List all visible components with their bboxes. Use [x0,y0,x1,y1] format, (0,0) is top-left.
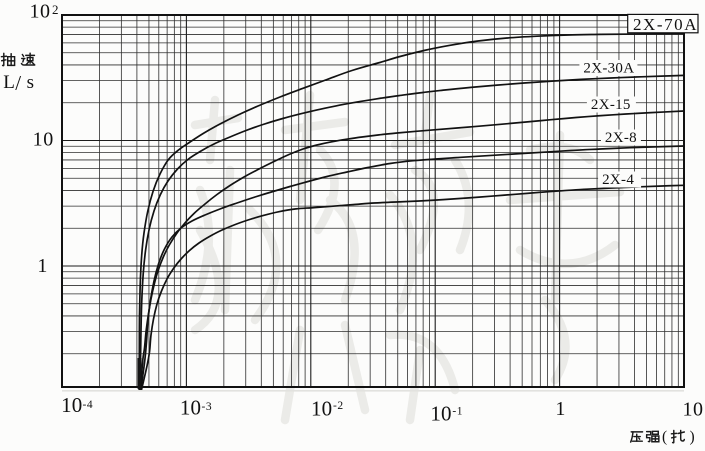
svg-text:0: 0 [43,129,53,151]
svg-text:2X-15: 2X-15 [591,97,631,113]
svg-text:s: s [27,72,34,93]
svg-text:1: 1 [555,398,565,420]
svg-text:(: ( [662,429,667,446]
svg-text:2X-4: 2X-4 [602,172,634,188]
svg-text:1: 1 [61,393,72,417]
svg-text:2X-70A: 2X-70A [633,15,698,34]
svg-text:1: 1 [430,402,441,426]
svg-text:1: 1 [683,399,693,421]
svg-text:-3: -3 [202,401,213,413]
svg-text:): ) [690,429,695,446]
svg-text:2X-8: 2X-8 [605,130,637,146]
svg-text:L: L [3,72,15,93]
svg-text:-2: -2 [333,400,344,412]
svg-text:1: 1 [180,396,191,420]
svg-text:0: 0 [441,402,452,426]
svg-text:1: 1 [37,255,47,277]
svg-text:1: 1 [30,1,40,23]
svg-text:0: 0 [72,393,83,417]
svg-text:0: 0 [191,396,202,420]
svg-text:0: 0 [322,397,333,421]
svg-text:0: 0 [693,399,703,421]
svg-text:-4: -4 [83,399,94,411]
svg-text:1: 1 [33,129,43,151]
svg-text:0: 0 [40,1,50,23]
svg-text:1: 1 [311,397,322,421]
svg-text:2X-30A: 2X-30A [583,61,634,77]
svg-text:-1: -1 [452,405,463,417]
svg-text:2: 2 [52,2,59,17]
svg-text:/: / [15,71,21,95]
